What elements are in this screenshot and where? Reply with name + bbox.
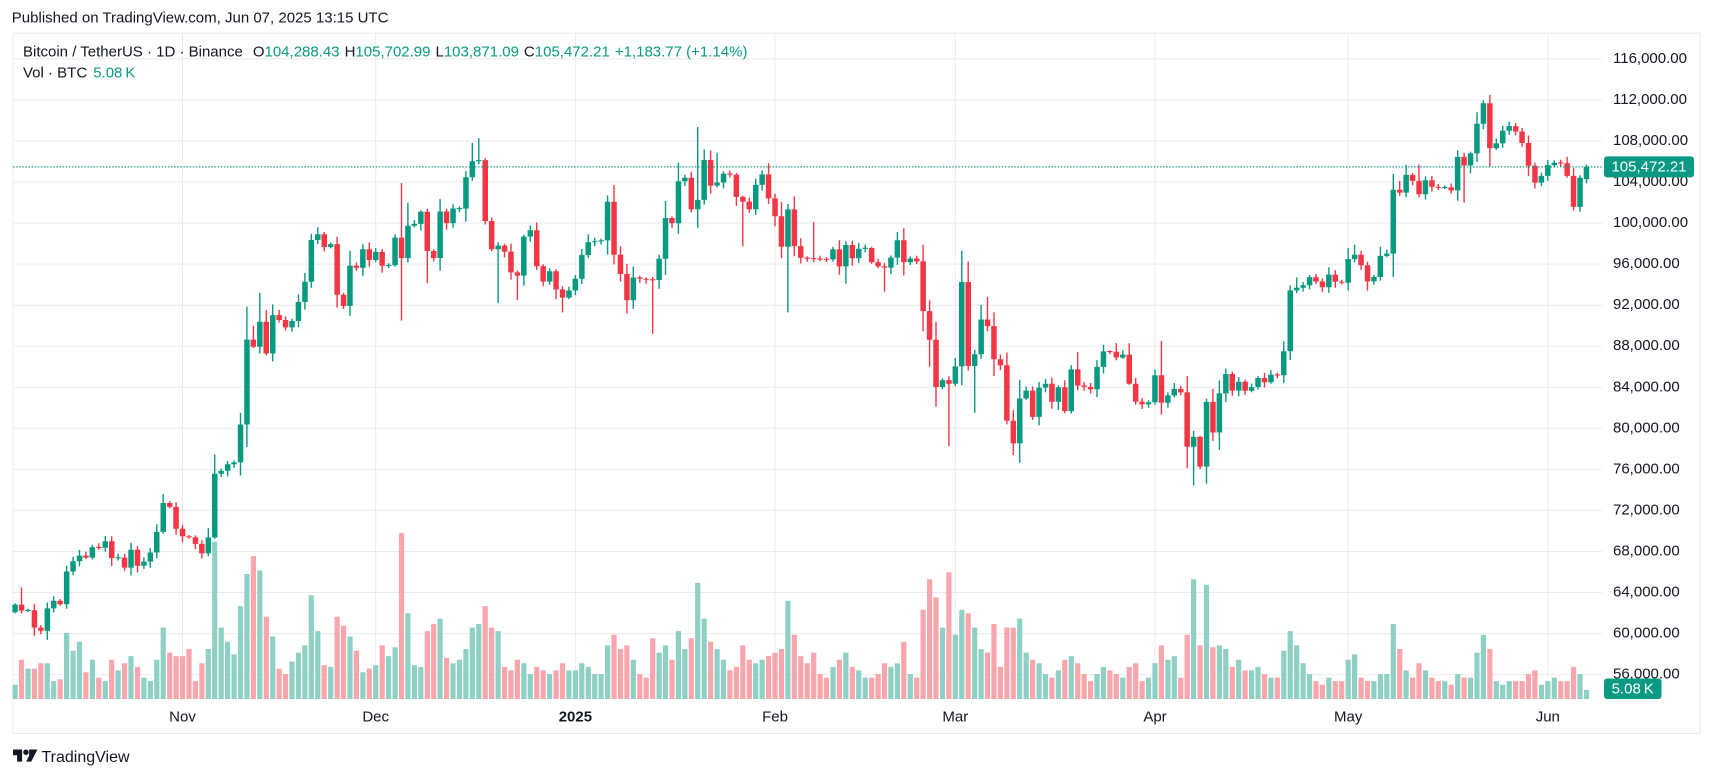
svg-text:May: May (1334, 708, 1363, 725)
svg-text:Nov: Nov (169, 708, 196, 725)
svg-text:116,000.00: 116,000.00 (1613, 50, 1687, 67)
svg-text:92,000.00: 92,000.00 (1613, 296, 1680, 313)
svg-text:Published on TradingView.com,: Published on TradingView.com, Jun 07, 20… (12, 9, 389, 26)
svg-text:TradingView: TradingView (42, 749, 130, 766)
svg-text:96,000.00: 96,000.00 (1613, 255, 1680, 272)
svg-text:84,000.00: 84,000.00 (1613, 378, 1680, 395)
svg-text:Jun: Jun (1536, 708, 1560, 725)
svg-text:Bitcoin / TetherUS · 1D · Bina: Bitcoin / TetherUS · 1D · Binance O104,28… (23, 43, 747, 60)
svg-text:68,000.00: 68,000.00 (1613, 543, 1680, 560)
svg-text:Apr: Apr (1143, 708, 1166, 725)
svg-text:76,000.00: 76,000.00 (1613, 460, 1680, 477)
svg-text:Mar: Mar (942, 708, 968, 725)
svg-text:72,000.00: 72,000.00 (1613, 501, 1680, 518)
svg-text:64,000.00: 64,000.00 (1613, 584, 1680, 601)
svg-text:105,472.21: 105,472.21 (1611, 158, 1686, 175)
svg-text:Feb: Feb (762, 708, 788, 725)
svg-text:112,000.00: 112,000.00 (1613, 91, 1687, 108)
svg-text:Dec: Dec (362, 708, 389, 725)
svg-text:60,000.00: 60,000.00 (1613, 625, 1680, 642)
svg-text:88,000.00: 88,000.00 (1613, 337, 1680, 354)
svg-text:2025: 2025 (559, 708, 592, 725)
svg-text:80,000.00: 80,000.00 (1613, 419, 1680, 436)
svg-text:100,000.00: 100,000.00 (1613, 214, 1688, 231)
svg-text:5.08 K: 5.08 K (1612, 681, 1654, 698)
svg-text:108,000.00: 108,000.00 (1613, 132, 1688, 149)
svg-text:56,000.00: 56,000.00 (1613, 666, 1680, 683)
